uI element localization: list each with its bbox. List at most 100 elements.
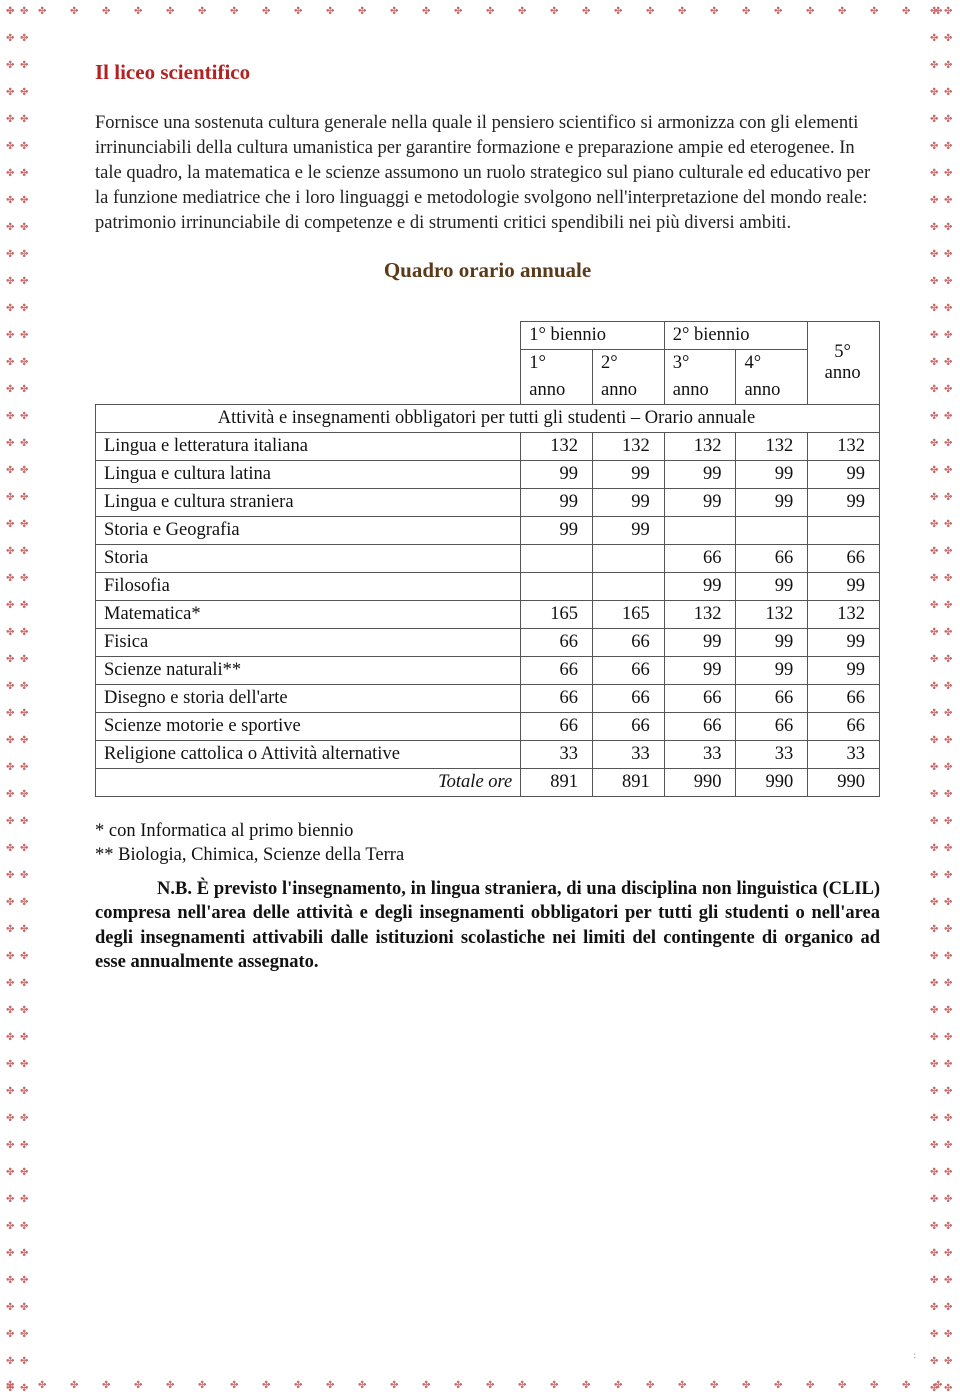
header-anno: anno — [593, 377, 665, 405]
timetable: 1° biennio 2° biennio 5° anno 1° 2° 3° 4… — [95, 321, 880, 797]
table-row: Lingua e cultura latina9999999999 — [96, 460, 880, 488]
nb-text: È previsto l'insegnamento, in lingua str… — [95, 879, 880, 972]
header-anno: anno — [736, 377, 808, 405]
table-row: Religione cattolica o Attività alternati… — [96, 740, 880, 768]
row-cell: 66 — [521, 712, 593, 740]
row-cell: 66 — [664, 544, 736, 572]
row-cell: 132 — [736, 600, 808, 628]
row-cell: 66 — [593, 656, 665, 684]
header-anno: anno — [664, 377, 736, 405]
table-row: Fisica6666999999 — [96, 628, 880, 656]
row-cell: 132 — [808, 600, 880, 628]
row-cell — [664, 516, 736, 544]
row-label: Lingua e letteratura italiana — [96, 432, 521, 460]
row-cell: 99 — [593, 488, 665, 516]
row-cell: 99 — [664, 460, 736, 488]
totale-cell: 990 — [808, 768, 880, 796]
row-label: Storia e Geografia — [96, 516, 521, 544]
totale-cell: 891 — [593, 768, 665, 796]
row-cell: 66 — [664, 712, 736, 740]
row-cell: 66 — [593, 712, 665, 740]
totale-cell: 990 — [736, 768, 808, 796]
row-label: Scienze motorie e sportive — [96, 712, 521, 740]
table-row: Storia666666 — [96, 544, 880, 572]
header-anno5: 5° anno — [808, 321, 880, 404]
row-label: Matematica* — [96, 600, 521, 628]
row-cell — [521, 572, 593, 600]
row-cell: 99 — [664, 628, 736, 656]
row-cell: 99 — [736, 628, 808, 656]
row-label: Lingua e cultura straniera — [96, 488, 521, 516]
row-cell: 99 — [664, 656, 736, 684]
row-cell: 99 — [521, 516, 593, 544]
row-cell: 33 — [593, 740, 665, 768]
intro-paragraph: Fornisce una sostenuta cultura generale … — [95, 111, 880, 236]
nb-paragraph: N.B. È previsto l'insegnamento, in lingu… — [95, 877, 880, 975]
row-cell: 99 — [736, 572, 808, 600]
header-y2: 2° — [593, 349, 665, 377]
row-cell: 33 — [808, 740, 880, 768]
row-cell: 66 — [736, 544, 808, 572]
totale-cell: 990 — [664, 768, 736, 796]
row-cell: 132 — [736, 432, 808, 460]
totale-cell: 891 — [521, 768, 593, 796]
header-biennio1: 1° biennio — [521, 321, 664, 349]
table-row: Storia e Geografia9999 — [96, 516, 880, 544]
row-cell: 99 — [808, 488, 880, 516]
row-cell: 165 — [521, 600, 593, 628]
row-cell: 33 — [664, 740, 736, 768]
row-cell — [593, 544, 665, 572]
page-content: Il liceo scientifico Fornisce una sosten… — [0, 0, 960, 1015]
row-cell: 99 — [808, 572, 880, 600]
nb-label: N.B. — [157, 879, 192, 899]
row-cell: 99 — [664, 572, 736, 600]
row-label: Lingua e cultura latina — [96, 460, 521, 488]
table-row: Disegno e storia dell'arte6666666666 — [96, 684, 880, 712]
timetable-table: 1° biennio 2° biennio 5° anno 1° 2° 3° 4… — [95, 321, 880, 797]
table-row: Filosofia999999 — [96, 572, 880, 600]
table-row: Lingua e cultura straniera9999999999 — [96, 488, 880, 516]
header-y1: 1° — [521, 349, 593, 377]
row-cell: 66 — [521, 628, 593, 656]
footnotes: * con Informatica al primo biennio ** Bi… — [95, 819, 880, 867]
row-cell: 66 — [808, 544, 880, 572]
row-label: Disegno e storia dell'arte — [96, 684, 521, 712]
row-label: Religione cattolica o Attività alternati… — [96, 740, 521, 768]
row-cell: 99 — [521, 460, 593, 488]
table-row: Scienze naturali**6666999999 — [96, 656, 880, 684]
row-cell: 132 — [593, 432, 665, 460]
page-title: Il liceo scientifico — [95, 60, 880, 85]
row-cell: 132 — [808, 432, 880, 460]
footnote-2: ** Biologia, Chimica, Scienze della Terr… — [95, 843, 880, 867]
row-label: Fisica — [96, 628, 521, 656]
row-cell: 99 — [808, 628, 880, 656]
row-cell: 99 — [808, 656, 880, 684]
row-cell: 66 — [593, 628, 665, 656]
header-y3: 3° — [664, 349, 736, 377]
table-heading: Quadro orario annuale — [95, 258, 880, 283]
row-label: Scienze naturali** — [96, 656, 521, 684]
row-cell: 132 — [521, 432, 593, 460]
row-cell: 132 — [664, 432, 736, 460]
page-corner-mark: : — [913, 1350, 916, 1360]
row-cell: 132 — [664, 600, 736, 628]
row-cell: 99 — [736, 460, 808, 488]
row-cell: 66 — [521, 684, 593, 712]
row-cell: 66 — [593, 684, 665, 712]
row-cell: 66 — [808, 712, 880, 740]
row-cell: 99 — [664, 488, 736, 516]
row-cell — [736, 516, 808, 544]
row-cell: 99 — [521, 488, 593, 516]
row-cell: 33 — [736, 740, 808, 768]
header-y4: 4° — [736, 349, 808, 377]
row-cell: 66 — [521, 656, 593, 684]
row-cell — [808, 516, 880, 544]
row-label: Filosofia — [96, 572, 521, 600]
row-cell: 66 — [808, 684, 880, 712]
row-cell: 33 — [521, 740, 593, 768]
row-cell: 66 — [664, 684, 736, 712]
row-cell — [521, 544, 593, 572]
totale-label: Totale ore — [96, 768, 521, 796]
header-biennio2: 2° biennio — [664, 321, 807, 349]
row-cell: 99 — [736, 488, 808, 516]
